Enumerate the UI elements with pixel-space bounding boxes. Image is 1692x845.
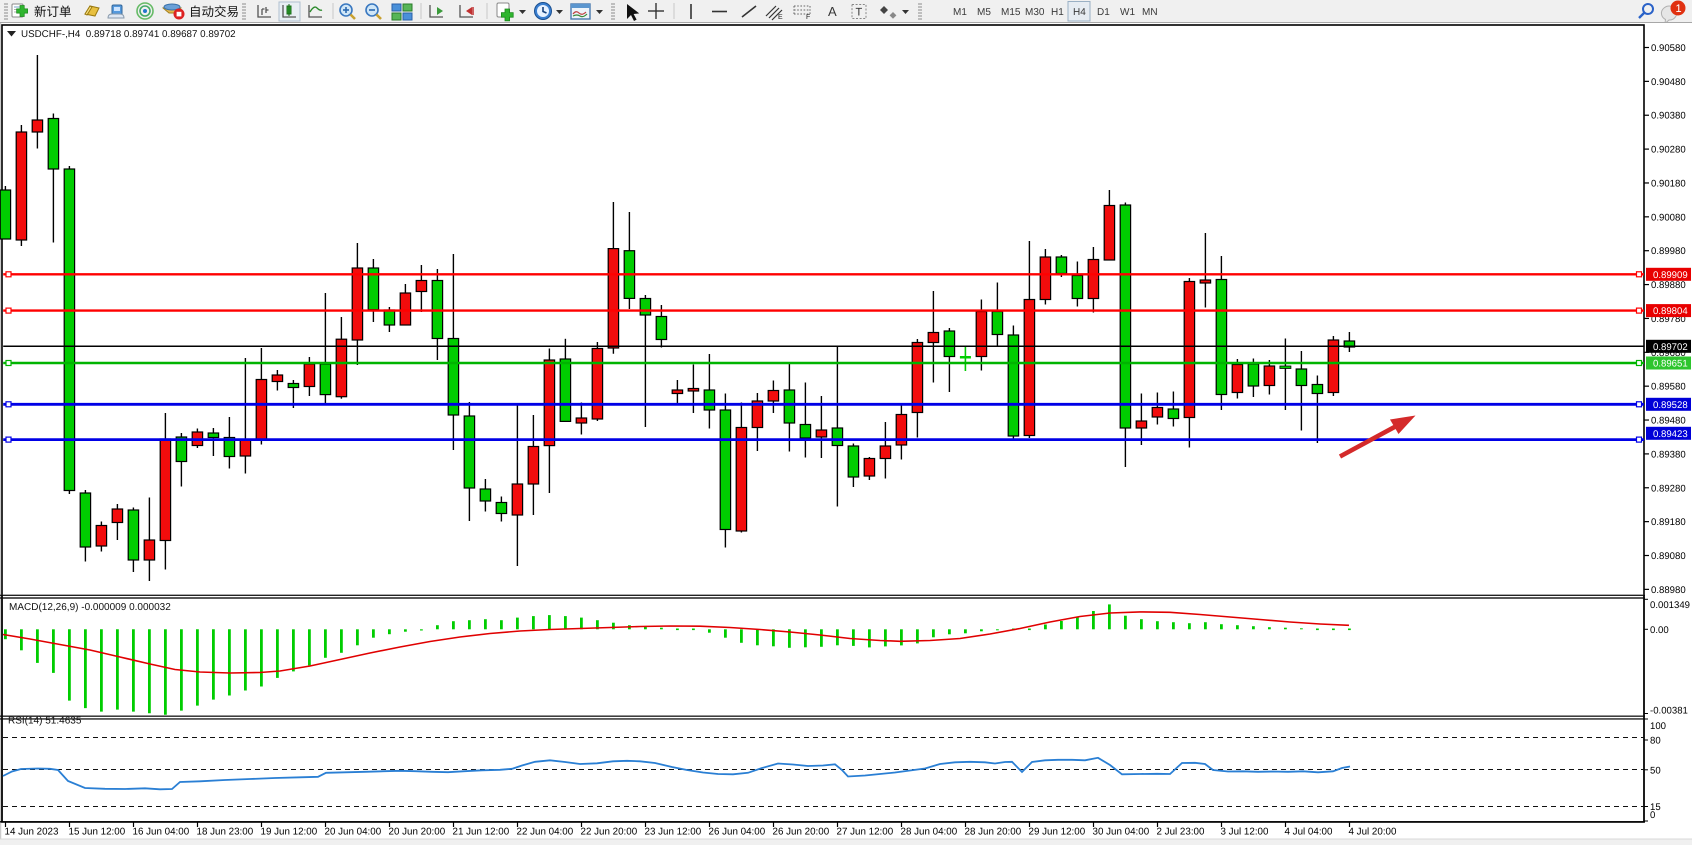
svg-text:22 Jun 04:00: 22 Jun 04:00	[517, 827, 574, 838]
svg-text:W1: W1	[1120, 7, 1135, 18]
svg-text:0.90080: 0.90080	[1651, 212, 1686, 223]
svg-text:14 Jun 2023: 14 Jun 2023	[5, 827, 59, 838]
svg-text:M1: M1	[953, 7, 967, 18]
svg-text:0.89180: 0.89180	[1651, 517, 1686, 528]
svg-text:D1: D1	[1097, 7, 1110, 18]
svg-text:-0.00381: -0.00381	[1650, 706, 1688, 717]
svg-text:50: 50	[1650, 765, 1661, 776]
svg-text:0.89804: 0.89804	[1653, 306, 1688, 317]
svg-text:0.001349: 0.001349	[1650, 600, 1690, 611]
svg-text:E: E	[778, 14, 783, 21]
svg-text:0.89680: 0.89680	[1651, 348, 1686, 359]
svg-text:F: F	[806, 14, 810, 21]
svg-text:0.89080: 0.89080	[1651, 551, 1686, 562]
svg-text:29 Jun 12:00: 29 Jun 12:00	[1029, 827, 1086, 838]
svg-text:0.89780: 0.89780	[1651, 314, 1686, 325]
svg-text:0.89980: 0.89980	[1651, 246, 1686, 257]
svg-text:0.89380: 0.89380	[1651, 449, 1686, 460]
svg-text:20 Jun 20:00: 20 Jun 20:00	[389, 827, 446, 838]
svg-text:0.89651: 0.89651	[1653, 359, 1688, 370]
svg-text:0.89423: 0.89423	[1653, 429, 1688, 440]
svg-text:0.00: 0.00	[1650, 625, 1669, 636]
svg-text:15 Jun 12:00: 15 Jun 12:00	[69, 827, 126, 838]
svg-text:21 Jun 12:00: 21 Jun 12:00	[453, 827, 510, 838]
svg-text:MN: MN	[1142, 7, 1158, 18]
svg-text:2 Jul 23:00: 2 Jul 23:00	[1157, 827, 1205, 838]
svg-text:0.89880: 0.89880	[1651, 280, 1686, 291]
svg-text:19 Jun 12:00: 19 Jun 12:00	[261, 827, 318, 838]
svg-text:0.89280: 0.89280	[1651, 483, 1686, 494]
svg-text:0.90380: 0.90380	[1651, 111, 1686, 122]
svg-text:16 Jun 04:00: 16 Jun 04:00	[133, 827, 190, 838]
svg-text:0.89909: 0.89909	[1653, 270, 1688, 281]
svg-text:15: 15	[1650, 802, 1661, 813]
svg-text:30 Jun 04:00: 30 Jun 04:00	[1093, 827, 1150, 838]
svg-text:0.90480: 0.90480	[1651, 77, 1686, 88]
svg-text:0.89528: 0.89528	[1653, 400, 1688, 411]
svg-text:27 Jun 12:00: 27 Jun 12:00	[837, 827, 894, 838]
svg-text:H4: H4	[1073, 7, 1086, 18]
svg-text:0: 0	[1650, 810, 1655, 821]
svg-text:28 Jun 20:00: 28 Jun 20:00	[965, 827, 1022, 838]
svg-text:MACD(12,26,9) -0.000009 0.0000: MACD(12,26,9) -0.000009 0.000032	[9, 602, 171, 613]
svg-text:1: 1	[1676, 3, 1682, 15]
svg-text:T: T	[856, 7, 863, 19]
svg-text:0.89480: 0.89480	[1651, 416, 1686, 427]
svg-text:USDCHF-,H4 0.89718 0.89741 0.: USDCHF-,H4 0.89718 0.89741 0.89687 0.897…	[21, 29, 236, 40]
svg-text:H1: H1	[1051, 7, 1064, 18]
svg-text:RSI(14) 51.4635: RSI(14) 51.4635	[8, 716, 82, 727]
svg-text:20 Jun 04:00: 20 Jun 04:00	[325, 827, 382, 838]
svg-text:18 Jun 23:00: 18 Jun 23:00	[197, 827, 254, 838]
svg-text:26 Jun 04:00: 26 Jun 04:00	[709, 827, 766, 838]
svg-text:新订单: 新订单	[34, 5, 72, 19]
svg-text:A: A	[828, 4, 837, 19]
svg-text:26 Jun 20:00: 26 Jun 20:00	[773, 827, 830, 838]
svg-text:M30: M30	[1025, 7, 1045, 18]
svg-text:23 Jun 12:00: 23 Jun 12:00	[645, 827, 702, 838]
svg-text:3 Jul 12:00: 3 Jul 12:00	[1221, 827, 1269, 838]
svg-text:0.90180: 0.90180	[1651, 178, 1686, 189]
svg-text:0.88980: 0.88980	[1651, 585, 1686, 596]
svg-text:4 Jul 04:00: 4 Jul 04:00	[1285, 827, 1333, 838]
svg-text:22 Jun 20:00: 22 Jun 20:00	[581, 827, 638, 838]
svg-text:0.89580: 0.89580	[1651, 382, 1686, 393]
svg-text:自动交易: 自动交易	[189, 5, 239, 19]
svg-text:0.90280: 0.90280	[1651, 145, 1686, 156]
svg-text:80: 80	[1650, 736, 1661, 747]
svg-text:0.90580: 0.90580	[1651, 43, 1686, 54]
svg-text:M15: M15	[1001, 7, 1021, 18]
svg-text:0.89702: 0.89702	[1653, 342, 1688, 353]
svg-text:4 Jul 20:00: 4 Jul 20:00	[1349, 827, 1397, 838]
svg-text:28 Jun 04:00: 28 Jun 04:00	[901, 827, 958, 838]
svg-text:100: 100	[1650, 721, 1666, 732]
svg-text:M5: M5	[977, 7, 991, 18]
